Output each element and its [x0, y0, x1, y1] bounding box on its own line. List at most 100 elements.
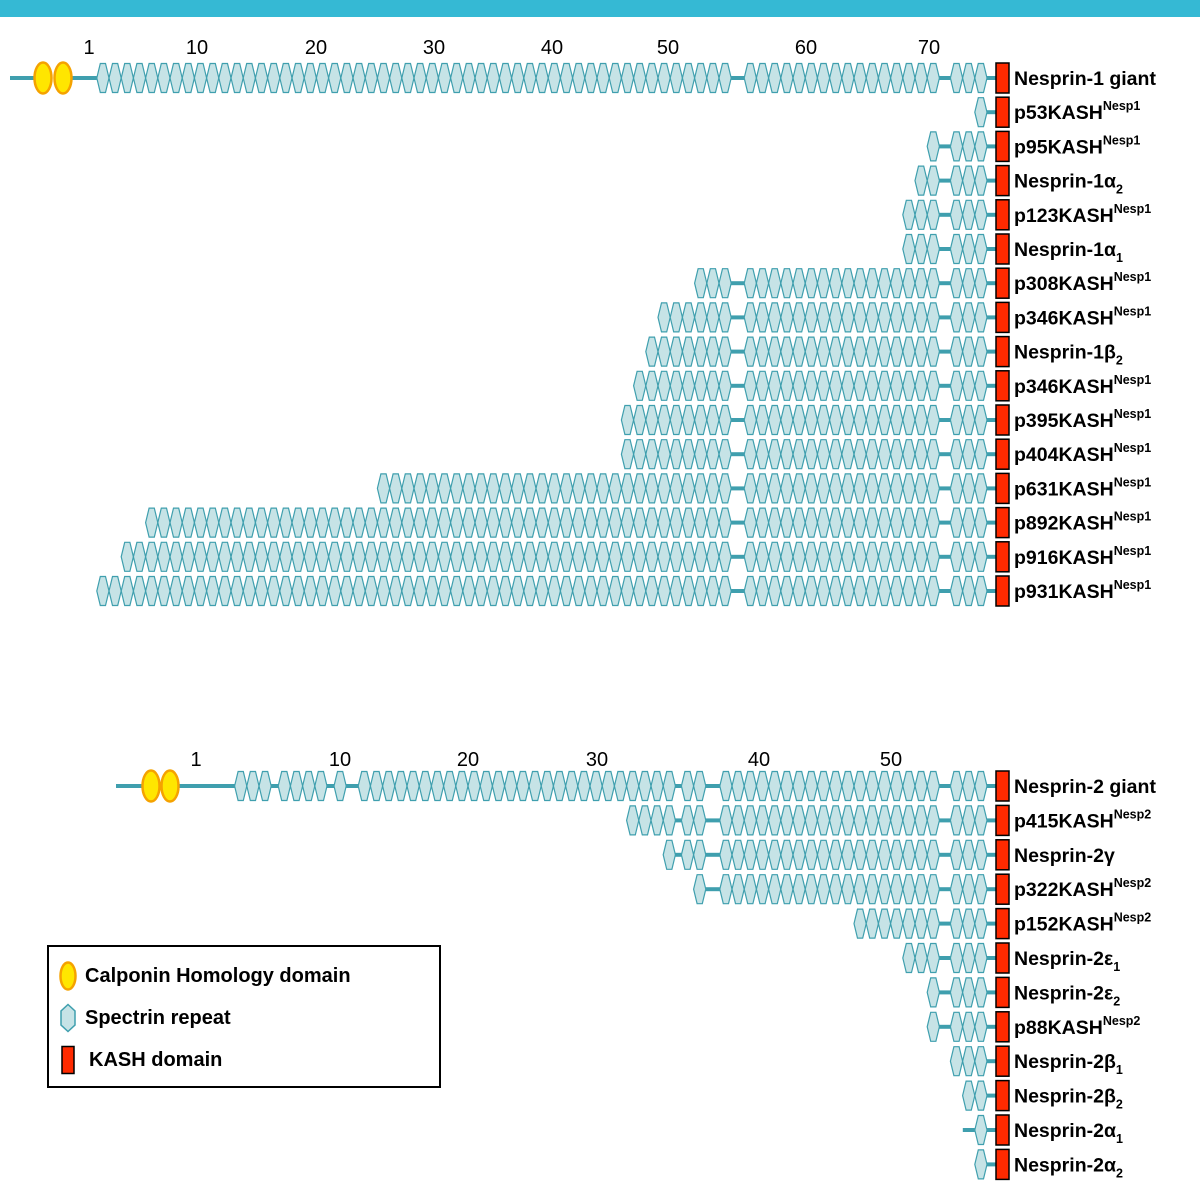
spectrin-repeat — [961, 1080, 976, 1111]
nesprin1-repeat-ticks: 1 10 20 30 40 50 60 70 — [83, 37, 940, 59]
spectrin-repeat — [792, 336, 806, 367]
isoform-label: Nesprin-2α1 — [1014, 1120, 1123, 1146]
spectrin-repeat — [767, 268, 782, 299]
spectrin-repeat — [681, 302, 696, 333]
spectrin-repeat — [865, 541, 880, 572]
spectrin-repeat — [681, 404, 696, 436]
spectrin-repeat — [205, 62, 220, 94]
spectrin-repeat — [902, 770, 916, 802]
spectrin-repeat — [669, 575, 684, 607]
spectrin-repeat — [889, 473, 904, 504]
spectrin-repeat — [169, 575, 183, 607]
spectrin-repeat — [926, 165, 941, 196]
spectrin-repeat — [662, 839, 677, 870]
spectrin-repeat — [902, 268, 916, 299]
spectrin-repeat — [816, 507, 831, 538]
spectrin-repeat — [303, 507, 318, 538]
spectrin-repeat — [181, 507, 196, 538]
kash-domain — [995, 404, 1010, 436]
calponin-homology-domain — [141, 769, 161, 803]
spectrin-repeat — [376, 507, 391, 538]
spectrin-repeat — [841, 839, 855, 870]
spectrin-repeat — [926, 874, 941, 905]
spectrin-repeat — [974, 1114, 988, 1146]
isoform-label: Nesprin-2ε2 — [1014, 982, 1120, 1008]
nesprin2-isoform-row: p415KASHNesp2 — [625, 804, 1152, 837]
spectrin-repeat — [841, 575, 855, 607]
spectrin-repeat — [902, 541, 916, 572]
spectrin-repeat — [865, 575, 880, 607]
spectrin-repeat — [547, 507, 562, 538]
spectrin-repeat — [474, 541, 488, 572]
isoform-label: p95KASHNesp1 — [1014, 133, 1140, 158]
spectrin-repeat — [693, 370, 708, 401]
isoform-subscript: 2 — [1116, 354, 1123, 368]
spectrin-repeat — [926, 541, 941, 572]
spectrin-repeat — [961, 370, 976, 401]
spectrin-repeat — [841, 336, 855, 367]
spectrin-repeat — [841, 268, 855, 299]
spectrin-repeat — [949, 336, 964, 367]
spectrin-repeat — [877, 541, 892, 572]
spectrin-repeat — [449, 473, 464, 504]
spectrin-repeat — [157, 62, 171, 94]
spectrin-repeat — [449, 507, 464, 538]
spectrin-repeat — [96, 62, 110, 94]
spectrin-repeat — [877, 770, 892, 802]
kash-domain — [995, 199, 1010, 231]
spectrin-repeat — [406, 770, 420, 802]
spectrin-repeat — [828, 473, 843, 504]
spectrin-repeat — [780, 370, 794, 401]
spectrin-repeat — [613, 770, 628, 802]
kash-domain — [995, 301, 1010, 334]
spectrin-repeat — [333, 770, 347, 802]
spectrin-repeat — [467, 770, 481, 802]
spectrin-repeat — [277, 770, 292, 802]
spectrin-repeat — [914, 507, 928, 538]
isoform-label: p916KASHNesp1 — [1014, 544, 1151, 569]
spectrin-repeat — [804, 336, 819, 367]
spectrin-repeat — [218, 62, 232, 94]
spectrin-repeat — [693, 268, 708, 299]
spectrin-repeat — [352, 62, 366, 94]
kash-domain — [995, 1045, 1010, 1077]
nesprin1-isoform-row: Nesprin-1α2 — [914, 164, 1123, 197]
spectrin-repeat — [902, 908, 916, 939]
spectrin-repeat — [625, 805, 640, 836]
spectrin-repeat — [254, 507, 269, 538]
spectrin-repeat — [792, 439, 806, 470]
spectrin-repeat — [559, 575, 574, 607]
spectrin-repeat — [949, 507, 964, 538]
isoform-superscript: Nesp2 — [1114, 807, 1152, 821]
spectrin-repeat — [486, 575, 501, 607]
spectrin-repeat — [949, 770, 964, 802]
spectrin-repeat — [596, 62, 610, 94]
spectrin-repeat — [401, 62, 415, 94]
spectrin-repeat — [755, 839, 770, 870]
spectrin-repeat — [816, 770, 831, 802]
spectrin-repeat — [792, 770, 806, 802]
spectrin-repeat — [853, 62, 867, 94]
spectrin-repeat — [974, 439, 988, 470]
spectrin-repeat — [692, 805, 707, 836]
spectrin-repeat — [865, 336, 880, 367]
spectrin-repeat — [974, 97, 988, 128]
spectrin-repeat — [816, 268, 831, 299]
spectrin-repeat — [425, 473, 440, 504]
spectrin-repeat — [584, 575, 598, 607]
spectrin-repeat — [743, 839, 758, 870]
spectrin-repeat — [841, 874, 855, 905]
isoform-name: Nesprin-2α — [1014, 1154, 1116, 1176]
spectrin-repeat — [828, 62, 843, 94]
spectrin-repeat — [528, 770, 542, 802]
calponin-homology-domain — [53, 61, 73, 95]
spectrin-repeat — [902, 805, 916, 836]
spectrin-repeat — [340, 62, 354, 94]
spectrin-repeat — [669, 302, 684, 333]
spectrin-repeat — [792, 62, 806, 94]
spectrin-repeat — [523, 62, 537, 94]
spectrin-repeat — [828, 839, 843, 870]
spectrin-repeat — [523, 473, 537, 504]
isoform-name: p631KASH — [1014, 478, 1114, 500]
spectrin-repeat — [315, 62, 330, 94]
